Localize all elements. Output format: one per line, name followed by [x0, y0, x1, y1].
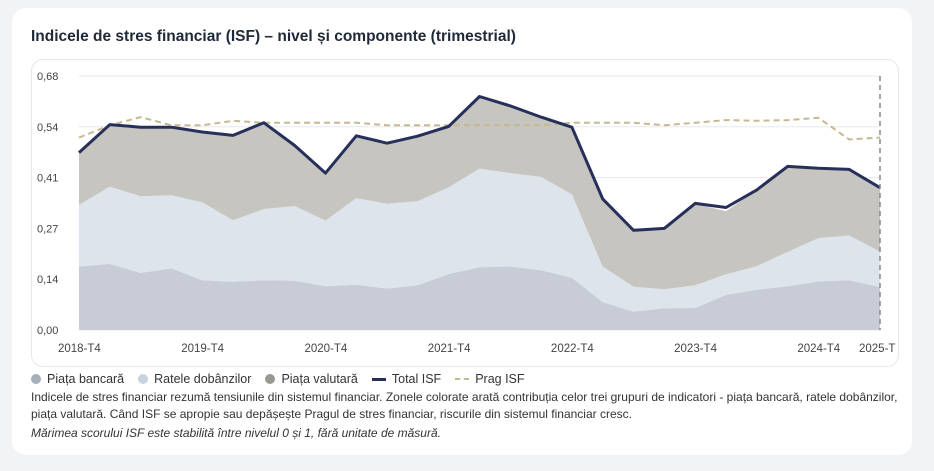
legend-label-threshold: Prag ISF — [475, 372, 525, 386]
y-tick-label: 0,54 — [37, 122, 58, 134]
y-tick-label: 0,68 — [37, 71, 58, 83]
legend-swatch-threshold — [455, 378, 470, 380]
x-tick-label: 2018-T4 — [58, 343, 101, 355]
stacked-area-chart[interactable]: 0,00 0,14 0,27 0,41 0,54 0,68 2018-T4 2019-T4 20… — [32, 60, 898, 366]
y-tick-label: 0,41 — [37, 173, 58, 185]
area-series-2 — [79, 168, 880, 312]
y-tick-label: 0,27 — [37, 223, 58, 235]
x-tick-label: 2024-T4 — [797, 343, 840, 355]
legend-item-fx[interactable]: Piața valutară — [265, 372, 358, 386]
y-tick-label: 0,14 — [37, 274, 58, 286]
chart-area[interactable]: 0,00 0,14 0,27 0,41 0,54 0,68 2018-T4 2019-T4 20… — [31, 59, 899, 367]
legend-label-banking: Piața bancară — [47, 372, 125, 386]
legend-item-rates[interactable]: Ratele dobânzilor — [138, 372, 251, 386]
legend-label-total: Total ISF — [391, 372, 442, 386]
area-series-1 — [79, 263, 880, 330]
x-tick-label: 2021-T4 — [428, 343, 471, 355]
x-tick-label: 2022-T4 — [551, 343, 594, 355]
legend-item-threshold[interactable]: Prag ISF — [455, 372, 525, 386]
x-tick-label: 2025-T — [859, 343, 895, 355]
x-tick-label: 2023-T4 — [674, 343, 717, 355]
x-tick-label: 2020-T4 — [304, 343, 347, 355]
total-isf-line — [77, 95, 881, 232]
chart-legend: Piața bancară Ratele dobânzilor Piața va… — [31, 372, 525, 386]
area-series-3 — [79, 96, 880, 290]
chart-note-italic: Mărimea scorului ISF este stabilită într… — [31, 426, 441, 440]
legend-item-total[interactable]: Total ISF — [371, 372, 442, 386]
chart-title: Indicele de stres financiar (ISF) – nive… — [31, 28, 516, 45]
legend-swatch-total — [371, 377, 386, 381]
x-tick-label: 2019-T4 — [181, 343, 224, 355]
legend-item-banking[interactable]: Piața bancară — [31, 372, 124, 386]
threshold-line — [78, 116, 881, 141]
legend-label-rates: Ratele dobânzilor — [154, 372, 252, 386]
y-tick-label: 0,00 — [37, 325, 58, 337]
legend-swatch-banking — [31, 374, 41, 384]
chart-note: Indicele de stres financiar rezumă tensi… — [31, 390, 898, 421]
legend-swatch-rates — [138, 374, 149, 384]
legend-label-fx: Piața valutară — [281, 372, 358, 386]
legend-swatch-fx — [265, 374, 276, 384]
chart-card: Indicele de stres financiar (ISF) – nive… — [12, 8, 912, 455]
